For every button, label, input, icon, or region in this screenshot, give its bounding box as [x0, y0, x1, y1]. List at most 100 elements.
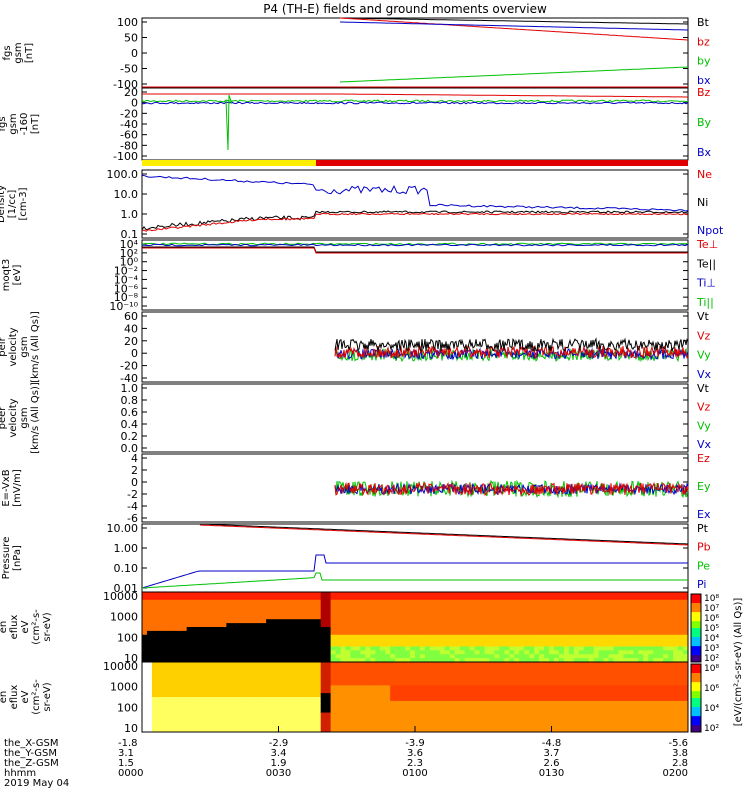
- heat-cell: [176, 662, 183, 667]
- heat-cell: [221, 611, 227, 616]
- spectrogram-peir-eflux: [142, 592, 689, 663]
- heat-cell: [355, 599, 361, 605]
- heat-cell: [186, 646, 193, 651]
- heat-cell: [181, 677, 188, 682]
- heat-cell: [558, 650, 565, 655]
- heat-cell: [395, 685, 401, 690]
- heat-cell: [514, 642, 520, 647]
- heat-cell: [514, 708, 520, 714]
- heat-cell: [156, 720, 163, 725]
- heat-cell: [653, 716, 659, 721]
- heat-cell: [449, 650, 456, 655]
- heat-cell: [186, 697, 193, 702]
- y-axis-label-line: [eV]: [12, 265, 23, 286]
- heat-cell: [256, 720, 262, 725]
- heat-cell: [613, 654, 620, 659]
- heat-cell: [613, 704, 620, 710]
- heat-cell: [365, 662, 371, 667]
- heat-cell: [519, 642, 525, 647]
- heat-cell: [310, 712, 317, 717]
- heat-cell: [246, 658, 252, 663]
- heat-cell: [673, 630, 679, 636]
- heat-cell: [648, 712, 654, 717]
- heat-cell: [380, 669, 386, 675]
- heat-cell: [424, 716, 431, 721]
- legend-bz: bz: [697, 35, 710, 48]
- heat-cell: [400, 650, 406, 655]
- series-Pb: [199, 524, 689, 546]
- heat-cell: [668, 693, 674, 698]
- heat-cell: [350, 697, 356, 702]
- heat-cell: [285, 724, 292, 729]
- heat-cell: [405, 681, 411, 686]
- heat-cell: [419, 642, 426, 647]
- heat-cell: [380, 685, 386, 690]
- heat-cell: [424, 642, 431, 647]
- heat-cell: [534, 638, 540, 644]
- heat-cell: [623, 677, 629, 682]
- heat-cell: [166, 599, 173, 605]
- heat-cell: [673, 693, 679, 698]
- heat-cell: [678, 650, 684, 655]
- heat-cell: [588, 607, 595, 612]
- heat-cell: [429, 662, 436, 667]
- heat-cell: [320, 646, 327, 651]
- heat-cell: [415, 615, 421, 620]
- heat-cell: [236, 693, 242, 698]
- heat-cell: [310, 700, 317, 706]
- colorbar-cell: [691, 621, 701, 624]
- heat-cell: [345, 673, 351, 679]
- heat-cell: [156, 634, 163, 640]
- heat-cell: [236, 603, 242, 609]
- legend-ti: Ti⊥: [696, 277, 716, 290]
- heat-cell: [395, 623, 401, 628]
- heat-cell: [673, 634, 679, 640]
- heat-cell: [166, 607, 173, 612]
- heat-cell: [176, 728, 183, 733]
- colorbar-tick-label: 10⁴: [704, 634, 719, 644]
- heat-cell: [385, 665, 391, 671]
- heat-cell: [191, 627, 198, 632]
- heat-cell: [181, 708, 188, 714]
- heat-cell: [534, 611, 540, 616]
- heat-cell: [633, 708, 639, 714]
- heat-cell: [454, 646, 461, 651]
- heat-cell: [539, 720, 545, 725]
- heat-cell: [325, 662, 332, 667]
- colorbar-cell: [691, 673, 701, 676]
- heat-cell: [400, 611, 406, 616]
- y-axis-label-line: [km/s (All Qs)]: [30, 311, 41, 383]
- heat-cell: [658, 677, 664, 682]
- heat-cell: [444, 658, 451, 663]
- heat-cell: [588, 650, 595, 655]
- heat-cell: [539, 724, 545, 729]
- heat-cell: [335, 634, 342, 640]
- heat-cell: [241, 623, 247, 628]
- heat-cell: [653, 658, 659, 663]
- heat-cell: [598, 704, 605, 710]
- heat-cell: [375, 693, 381, 698]
- heat-cell: [370, 599, 376, 605]
- heat-cell: [534, 658, 540, 663]
- heat-cell: [673, 607, 679, 612]
- heat-cell: [320, 638, 327, 644]
- colorbar-tick-label: 10⁵: [704, 624, 719, 634]
- heat-cell: [241, 712, 247, 717]
- heat-cell: [375, 724, 381, 729]
- heat-cell: [355, 595, 361, 601]
- heat-cell: [161, 658, 168, 663]
- heat-cell: [330, 642, 337, 647]
- heat-cell: [335, 599, 342, 605]
- heat-cell: [633, 681, 639, 686]
- heat-cell: [668, 650, 674, 655]
- heat-cell: [568, 716, 575, 721]
- heat-cell: [335, 681, 342, 686]
- heat-cell: [335, 658, 342, 663]
- heat-cell: [683, 658, 689, 663]
- heat-cell: [345, 697, 351, 702]
- heat-cell: [534, 650, 540, 655]
- heat-cell: [578, 654, 585, 659]
- heat-cell: [514, 681, 520, 686]
- heat-cell: [618, 716, 624, 721]
- heat-cell: [479, 615, 485, 620]
